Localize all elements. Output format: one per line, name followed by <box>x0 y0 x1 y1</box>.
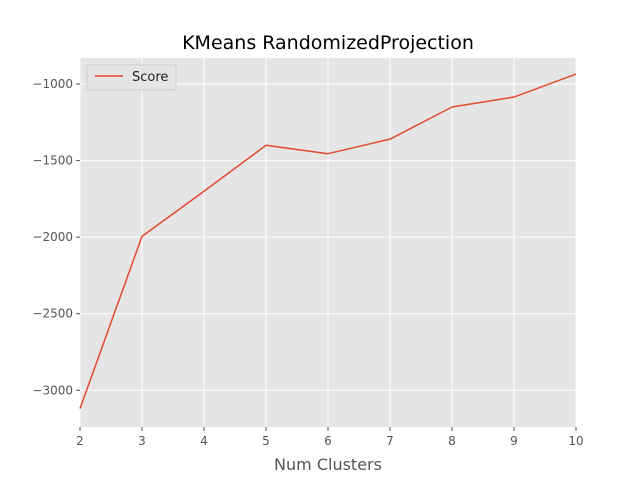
x-tick-label: 7 <box>386 434 394 448</box>
x-tick-label: 3 <box>138 434 146 448</box>
y-tick-label: −3000 <box>32 383 73 397</box>
chart-title: KMeans RandomizedProjection <box>182 32 474 54</box>
x-tick-label: 4 <box>200 434 208 448</box>
legend: Score <box>86 64 177 91</box>
x-tick-label: 8 <box>448 434 456 448</box>
x-tick-label: 6 <box>324 434 332 448</box>
x-tick-label: 10 <box>568 434 583 448</box>
y-tick-label: −1500 <box>32 154 73 168</box>
x-tick-label: 2 <box>76 434 84 448</box>
x-axis-label: Num Clusters <box>274 455 382 474</box>
tick-labels: 2 3 4 5 6 7 8 9 10 −3000 −2500 −2000 −1500 −1000 <box>32 77 583 448</box>
x-tick-label: 9 <box>510 434 518 448</box>
series-line-score <box>79 73 577 409</box>
series-layer <box>79 73 577 409</box>
x-tick-label: 5 <box>262 434 270 448</box>
y-tick-label: −1000 <box>32 77 73 91</box>
legend-box <box>86 64 177 91</box>
grid <box>79 58 577 427</box>
y-tick-label: −2000 <box>32 230 73 244</box>
y-tick-label: −2500 <box>32 307 73 321</box>
legend-label-score: Score <box>132 70 168 85</box>
